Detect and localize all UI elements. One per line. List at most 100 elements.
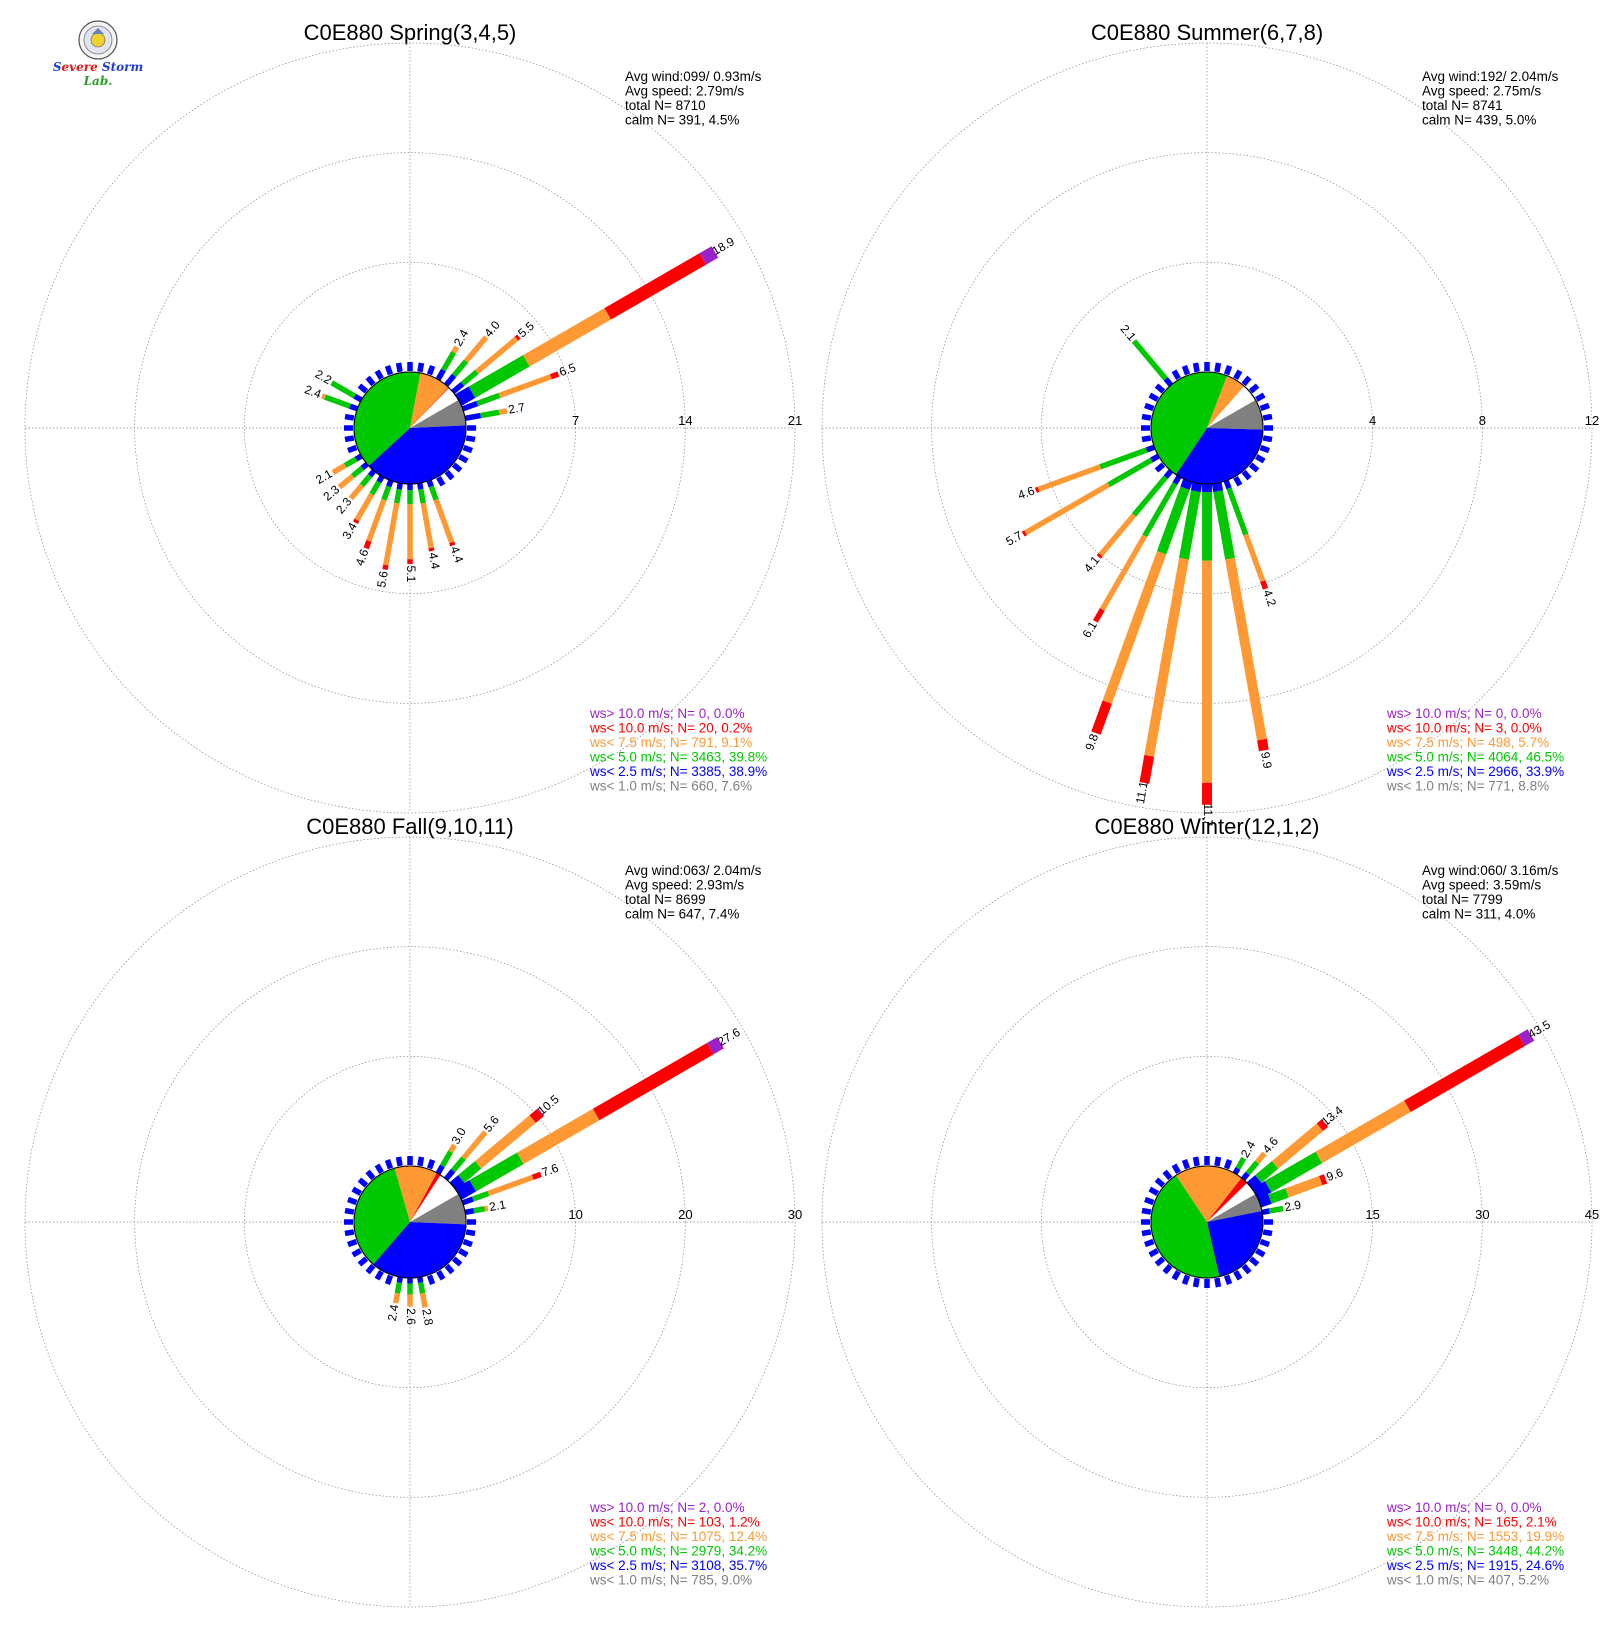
ring-tick-label: 15 [1365,1207,1379,1222]
legend-entry: ws< 10.0 m/s; N= 165, 2.1% [1386,1515,1557,1530]
rose-base-tick [1233,475,1243,487]
rose-bar-segment [1223,479,1232,490]
logo-text-s: S [52,60,62,74]
rose-base-tick [1233,369,1243,381]
rose-bar-segment [1518,1029,1535,1047]
stats-line: Avg wind:099/ 0.93m/s [625,69,762,84]
rose-base-tick [465,1229,476,1237]
pie-slice [1207,400,1263,430]
chart-title: C0E880 Fall(9,10,11) [306,814,514,839]
rose-base-tick [451,1256,463,1267]
legend-entry: ws< 1.0 m/s; N= 407, 5.2% [1386,1573,1549,1588]
stats-line: Avg wind:060/ 3.16m/s [1422,863,1559,878]
rose-base-tick [1262,413,1273,421]
rose-bar-segment [1131,339,1168,381]
rose-bar-label: 43.5 [1526,1017,1554,1041]
rose-bar-segment [1099,447,1148,470]
rose-base-tick [1223,365,1233,376]
rose-bar-segment [1252,1180,1272,1200]
rose-base-tick [1171,1269,1181,1281]
rose-bar-segment [394,1282,403,1294]
wind-rose-panel: C0E880 Winter(12,1,2)15 30 4543.513.44.62.… [821,814,1599,1608]
legend-entry: ws< 5.0 m/s; N= 2979, 34.2% [589,1544,767,1559]
rose-base-tick [457,1248,469,1258]
rose-bar-segment [426,479,434,488]
rose-base-tick [365,375,376,387]
rose-bar-segment [1257,738,1269,752]
rose-bar-segment [1271,1123,1324,1169]
rose-bar-label: 5.7 [1003,528,1025,549]
rose-base-tick [1141,435,1152,443]
rose-bar-segment [473,1206,486,1214]
rose-bar-segment [1268,1188,1289,1204]
rose-bar-label: 27.6 [715,1025,743,1049]
rose-bar-label: 5.1 [404,566,418,583]
rose-bar-segment [1107,457,1153,488]
rose-base-tick [347,444,358,454]
rose-base-tick [347,1238,358,1248]
rose-bar-segment [451,345,460,354]
rose-bar-segment [523,308,612,367]
rose-bar-segment [449,1175,465,1190]
rose-bar-segment [420,502,434,549]
pie-slice [410,1194,466,1225]
logo-emblem-icon [78,20,118,60]
rose-bar-segment [1037,464,1102,492]
rose-bar-segment [417,1276,424,1284]
rose-base-tick [1154,462,1166,473]
rose-bar-segment [1243,533,1266,583]
rose-bar-label: 9.6 [1324,1165,1345,1184]
rose-bar-segment [468,355,530,398]
pie-slice [1207,375,1245,428]
pie-outline [353,1165,467,1279]
rose-bar-segment [480,409,500,419]
rose-bar-label: 2.1 [488,1197,507,1214]
rose-base-tick [365,1169,376,1181]
legend-entry: ws< 7.5 m/s; N= 1553, 19.9% [1386,1529,1564,1544]
ring-tick-label: 21 [788,413,802,428]
rose-bar-segment [450,1156,466,1173]
rose-bar-segment [394,488,402,504]
rose-bar-label: 2.4 [451,327,472,349]
rose-bar-segment [1092,608,1105,623]
rose-bar-segment [1260,580,1269,590]
stats-line: Avg wind:063/ 2.04m/s [625,863,762,878]
rose-base-tick [1171,369,1181,381]
stats-line: total N= 7799 [1422,892,1503,907]
rose-bar-segment [1213,490,1235,560]
rose-bar-segment [396,1276,403,1284]
pie-slice [394,1166,437,1222]
ring-tick-label: 8 [1479,413,1486,428]
rose-bar-segment [1156,486,1190,555]
rose-base-tick [357,1256,369,1267]
ring-tick-label: 4 [1369,413,1376,428]
rose-bar-segment [324,394,351,409]
rose-bar-segment [1240,1171,1250,1181]
legend-entry: ws< 2.5 m/s; N= 3385, 38.9% [589,764,767,779]
rose-bar-segment [461,1130,488,1160]
rose-base-tick [444,469,455,481]
rose-bar-segment [350,465,365,479]
logo-text-lab: Lab. [83,74,113,88]
logo-text: Severe Storm Lab. [52,60,144,88]
rose-bar-segment [1142,482,1178,538]
rose-bar-segment [474,1115,536,1169]
rose-bar-segment [1150,453,1160,463]
rose-bar-segment [392,1292,401,1304]
rose-base-tick [1141,1207,1152,1215]
rose-base-tick [384,1274,394,1285]
legend-entry: ws< 7.5 m/s; N= 791, 9.1% [589,735,752,750]
ring-tick-label: 30 [1475,1207,1489,1222]
rose-bar-segment [1285,1175,1323,1198]
rose-bar-segment [367,469,377,478]
rose-bar-segment [706,1036,724,1055]
rose-bar-segment [1316,1119,1329,1132]
chart-title: C0E880 Summer(6,7,8) [1091,20,1323,45]
rose-bar-segment [1163,469,1174,479]
rose-bar-segment [1319,1174,1328,1186]
rose-base-tick [462,444,473,454]
rose-base-tick [451,462,463,473]
stats-line: Avg speed: 2.75m/s [1422,84,1541,99]
rose-bar-segment [1096,553,1103,559]
